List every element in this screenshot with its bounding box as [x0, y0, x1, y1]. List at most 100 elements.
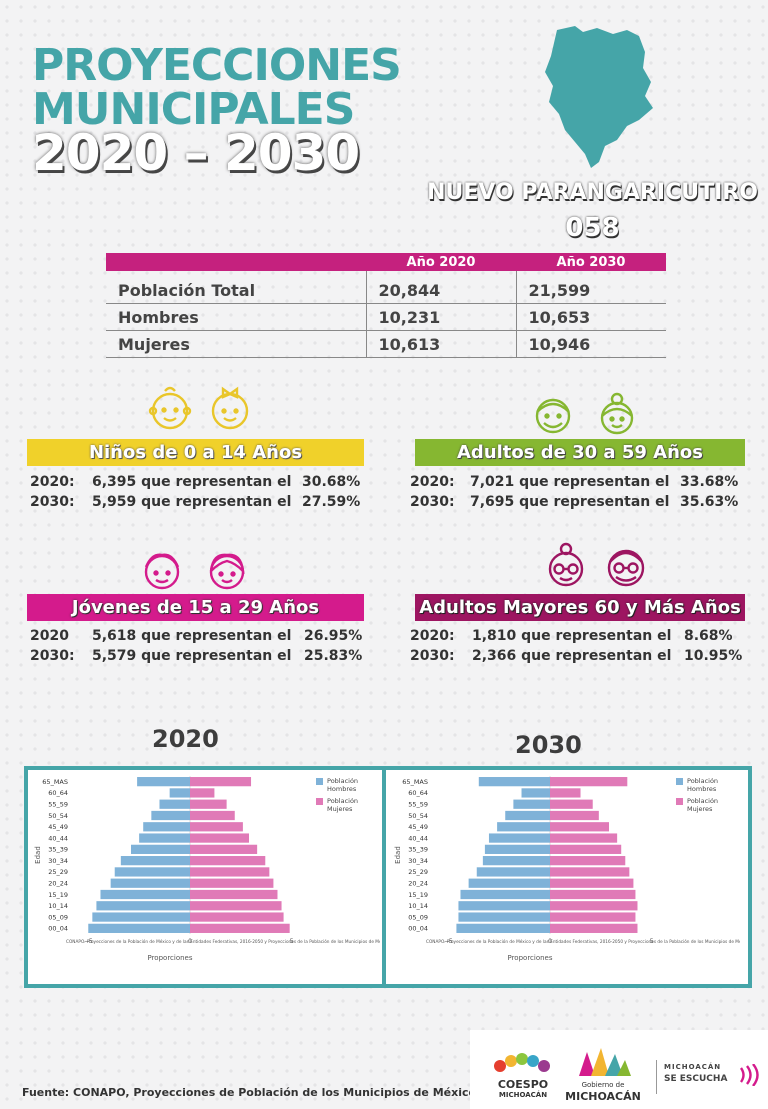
- age-tick-label: 55_59: [48, 801, 68, 809]
- gobierno-logo-bottom: MICHOACÁN: [565, 1090, 641, 1103]
- bar-hombres: [88, 923, 190, 933]
- man-face-icon: [535, 398, 571, 434]
- stat-text: 7,695 que representan el: [470, 494, 670, 510]
- bar-hombres: [159, 799, 190, 809]
- x-tick-label: 0: [188, 938, 192, 945]
- coespo-logo-icon: [494, 1053, 550, 1072]
- legend-label: Hombres: [327, 785, 357, 793]
- age-tick-label: 40_44: [48, 834, 68, 842]
- stat-pct: 35.63%: [680, 494, 739, 510]
- bar-hombres: [96, 901, 190, 911]
- age-tick-label: 15_19: [408, 891, 428, 899]
- stat-text: 6,395 que representan el: [92, 474, 292, 490]
- legend-label: Población: [687, 797, 718, 805]
- row-label: Población Total: [106, 271, 366, 304]
- pyramid-chart-2030: 00_04 05_09 10_14 15_19 20_24 25_29 30_34 35_39…: [394, 776, 740, 962]
- bar-hombres: [458, 901, 550, 911]
- bar-hombres: [488, 833, 550, 843]
- table-row: Población Total 20,844 21,599: [106, 271, 666, 304]
- value-2020: 20,844: [365, 271, 516, 304]
- bar-mujeres: [190, 810, 235, 821]
- bar-hombres: [476, 867, 550, 877]
- value-2030: 21,599: [515, 271, 666, 304]
- bar-hombres: [497, 822, 550, 832]
- municipality-name: NUEVO PARANGARICUTIRO: [427, 180, 758, 205]
- age-tick-label: 40_44: [408, 834, 428, 842]
- bar-mujeres: [550, 901, 638, 911]
- baby-face-icon: [148, 386, 192, 430]
- banner-ninos: Niños de 0 a 14 Años: [27, 439, 364, 466]
- legend-label: Mujeres: [687, 805, 713, 813]
- value-2020: 10,613: [365, 330, 516, 358]
- bar-mujeres: [550, 822, 609, 832]
- age-tick-label: 30_34: [408, 857, 428, 865]
- stat-ninos-2020: 2020: 6,395 que representan el 30.68%: [30, 474, 360, 490]
- bar-mujeres: [190, 833, 249, 843]
- legend-label: Hombres: [687, 785, 717, 793]
- bar-hombres: [92, 912, 190, 922]
- chart-source-note: CONAPO. Proyecciones de la Población de …: [66, 939, 380, 944]
- x-tick-label: 0: [548, 938, 552, 945]
- banner-adultos: Adultos de 30 a 59 Años: [415, 439, 745, 466]
- bar-hombres: [505, 810, 550, 821]
- bar-mujeres: [550, 777, 628, 787]
- bar-mujeres: [190, 822, 243, 832]
- stat-pct: 10.95%: [684, 648, 743, 664]
- stat-year: 2030:: [30, 494, 75, 510]
- legend-swatch: [676, 798, 683, 805]
- stat-pct: 26.95%: [304, 628, 363, 644]
- x-tick-label: −5: [84, 938, 93, 945]
- bar-mujeres: [550, 923, 638, 933]
- woman-face-icon: [600, 392, 634, 435]
- bar-mujeres: [190, 777, 252, 787]
- stat-pct: 8.68%: [684, 628, 733, 644]
- age-tick-label: 55_59: [408, 801, 428, 809]
- bar-mujeres: [550, 788, 581, 798]
- stat-mayores-2020: 2020: 1,810 que representan el 8.68%: [410, 628, 733, 644]
- stat-pct: 33.68%: [680, 474, 739, 490]
- bar-mujeres: [190, 867, 270, 877]
- stat-year: 2020:: [410, 628, 455, 644]
- age-tick-label: 20_24: [408, 880, 428, 888]
- age-tick-label: 45_49: [408, 823, 428, 831]
- age-tick-label: 25_29: [48, 868, 68, 876]
- bar-mujeres: [550, 799, 593, 809]
- logo-separator: [656, 1060, 657, 1094]
- stat-text: 5,579 que representan el: [92, 648, 292, 664]
- banner-jovenes: Jóvenes de 15 a 29 Años: [27, 594, 364, 621]
- bar-hombres: [478, 777, 550, 787]
- chart-title-2020: 2020: [152, 725, 219, 753]
- stat-jovenes-2020: 2020 5,618 que representan el 26.95%: [30, 628, 362, 644]
- bar-hombres: [513, 799, 550, 809]
- age-tick-label: 60_64: [408, 789, 428, 797]
- bar-mujeres: [550, 833, 618, 843]
- bar-hombres: [521, 788, 550, 798]
- x-axis-label: Proporciones: [147, 954, 192, 962]
- stat-year: 2030:: [410, 648, 455, 664]
- age-tick-label: 65_MAS: [42, 778, 68, 786]
- bar-hombres: [139, 833, 190, 843]
- bar-mujeres: [550, 878, 634, 888]
- banner-ninos-title: Niños de 0 a 14 Años: [88, 442, 303, 463]
- bar-hombres: [110, 878, 190, 888]
- charts-frame: [24, 766, 752, 988]
- y-axis-label: Edad: [394, 846, 402, 864]
- bar-hombres: [458, 912, 550, 922]
- table-row: Mujeres 10,613 10,946: [106, 330, 666, 358]
- age-tick-label: 05_09: [48, 913, 68, 921]
- age-tick-label: 05_09: [408, 913, 428, 921]
- bar-hombres: [131, 844, 190, 854]
- escucha-logo-bottom: SE ESCUCHA: [664, 1074, 728, 1084]
- x-tick-label: −5: [444, 938, 453, 945]
- stat-text: 1,810 que representan el: [472, 628, 672, 644]
- value-2030: 10,946: [515, 330, 666, 358]
- stat-year: 2030:: [30, 648, 75, 664]
- table-header-2020: Año 2020: [366, 253, 516, 271]
- age-tick-label: 35_39: [48, 846, 68, 854]
- stat-mayores-2030: 2030: 2,366 que representan el 10.95%: [410, 648, 742, 664]
- stat-jovenes-2030: 2030: 5,579 que representan el 25.83%: [30, 648, 362, 664]
- bar-hombres: [100, 889, 190, 900]
- table-header-blank: [106, 253, 366, 271]
- boy-face-icon: [144, 553, 180, 590]
- bar-hombres: [468, 878, 550, 888]
